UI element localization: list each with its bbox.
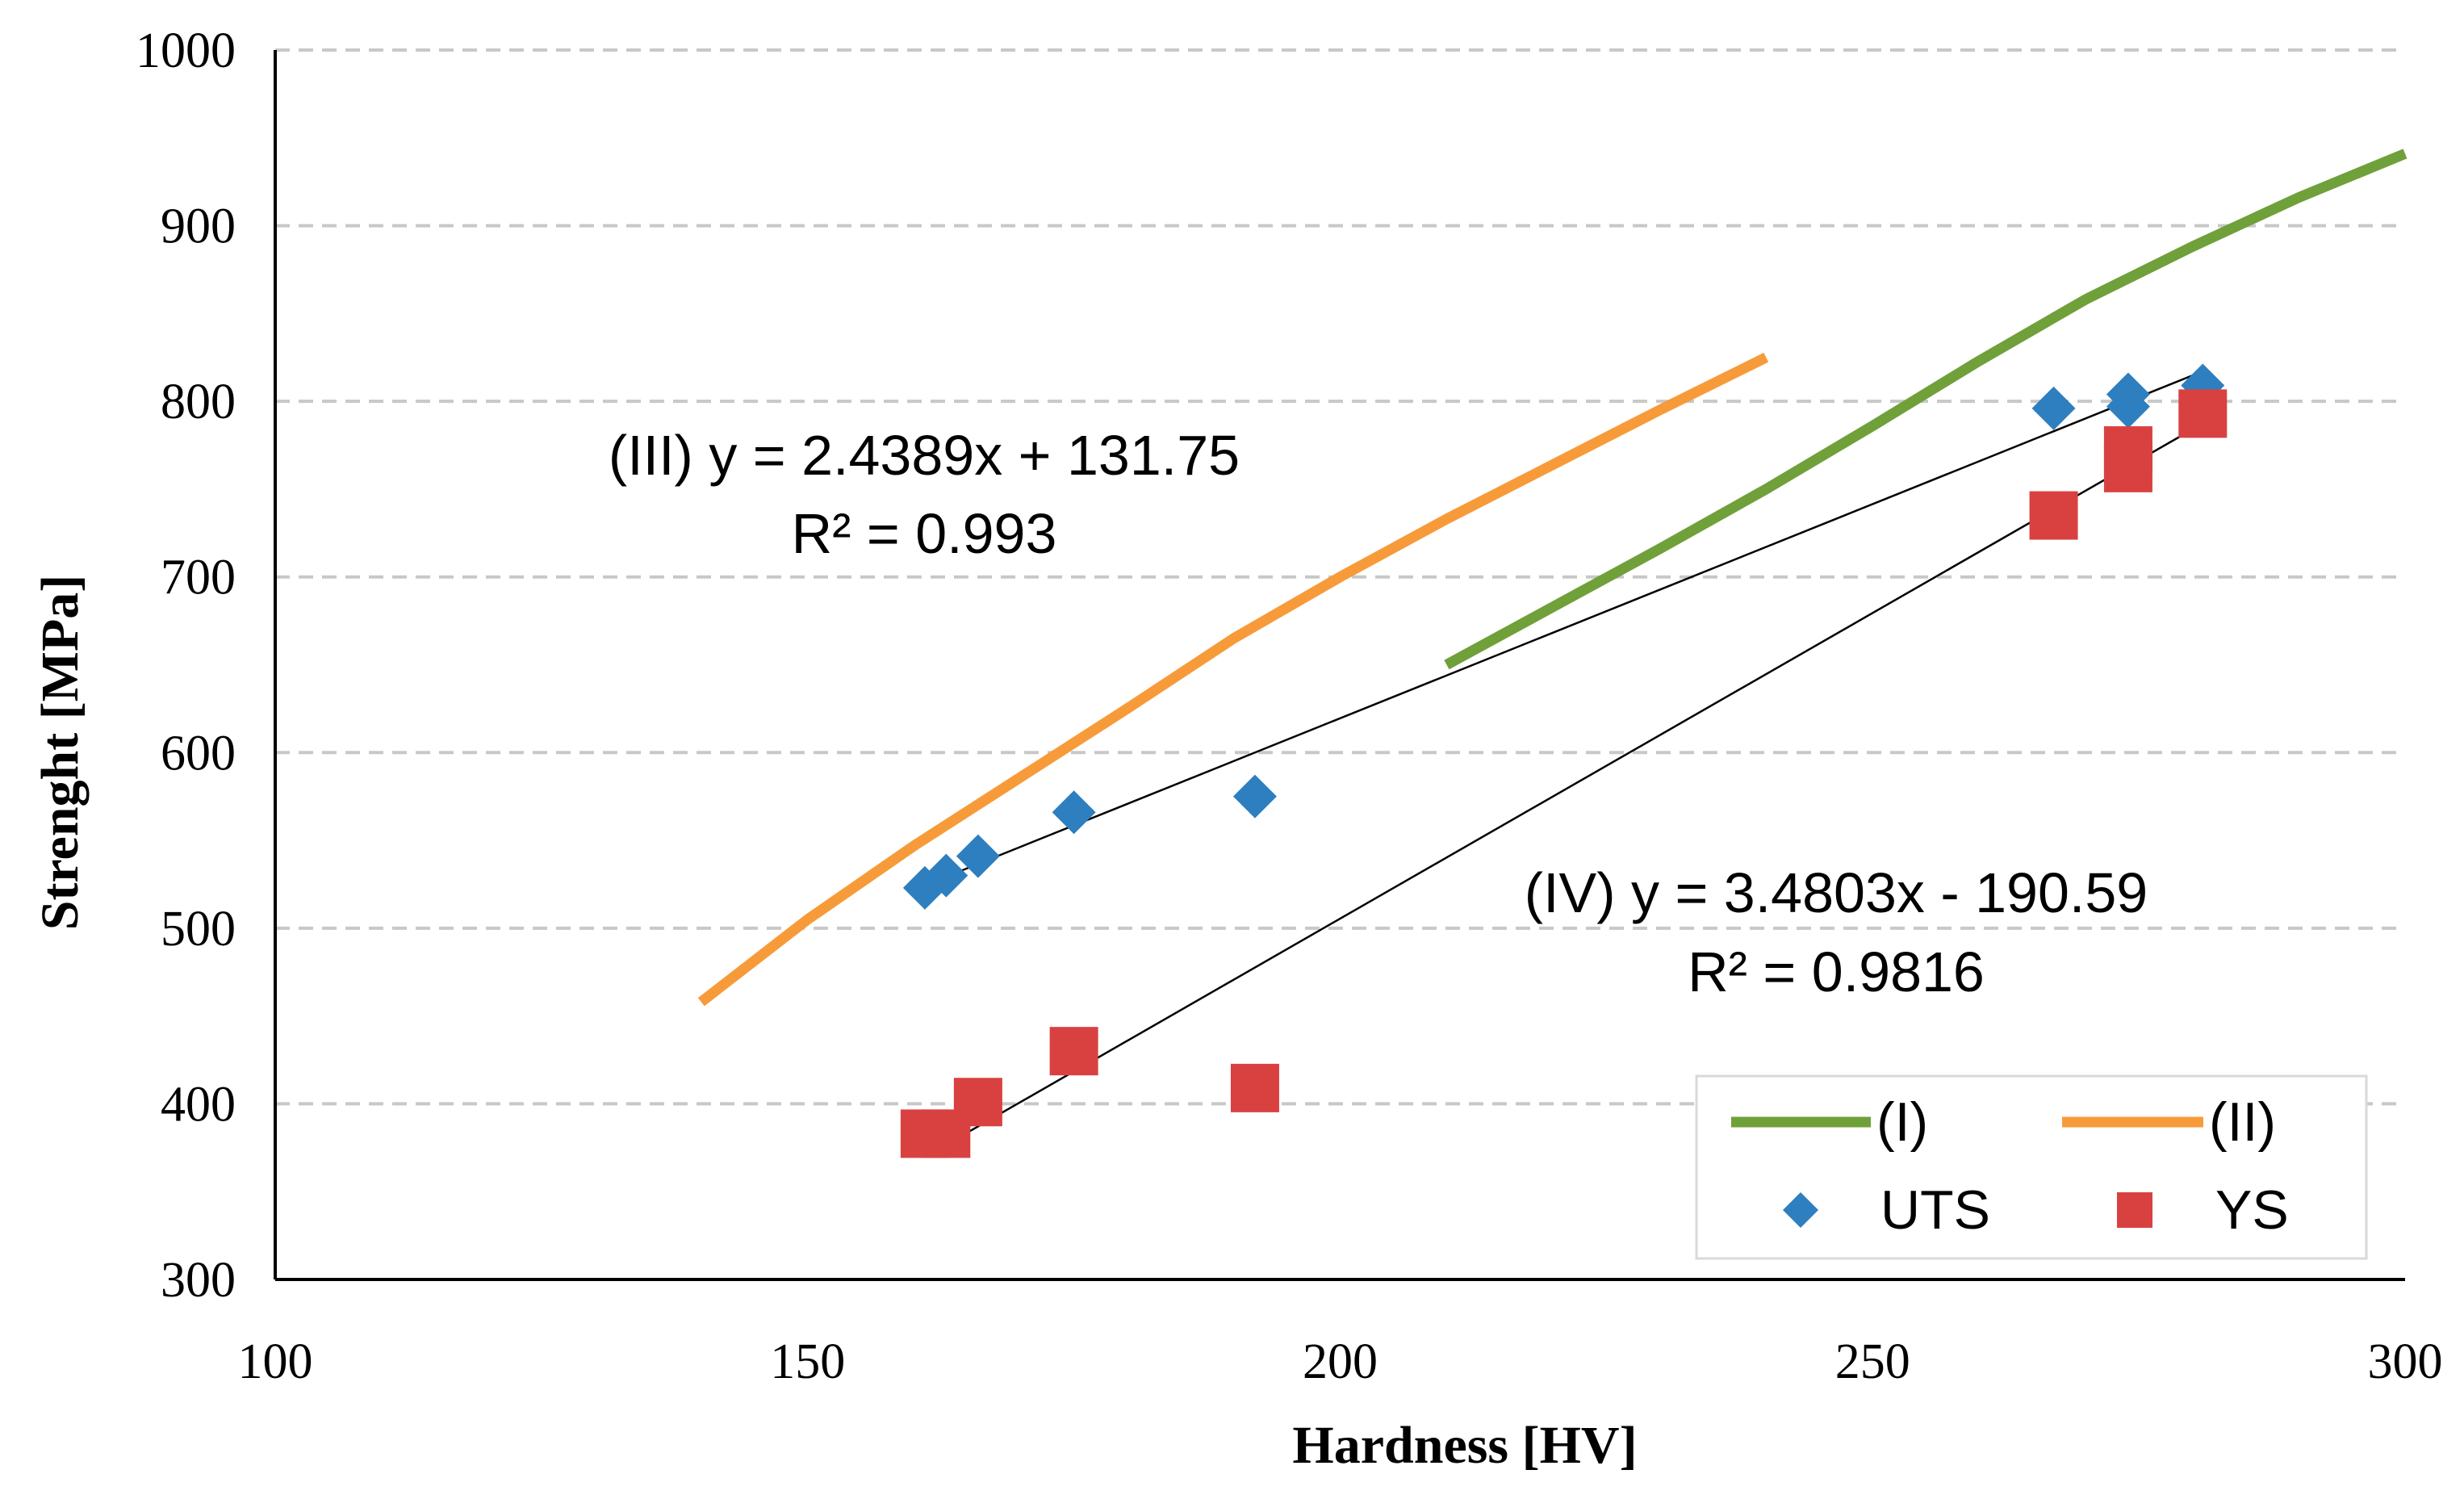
uts-point: [924, 853, 968, 898]
y-tick-label-400: 400: [161, 1077, 236, 1132]
x-tick-label-300: 300: [2368, 1334, 2443, 1389]
legend-label-i: (I): [1876, 1091, 1928, 1153]
curves: [697, 149, 2408, 1007]
legend-label-ys: YS: [2215, 1179, 2289, 1241]
legend-label-uts: UTS: [1880, 1179, 1990, 1241]
data-markers: [900, 363, 2228, 1158]
annotation-iii: (III) y = 2.4389x + 131.75 R² = 0.993: [609, 424, 1240, 565]
y-tick-label-500: 500: [161, 902, 236, 957]
x-tick-label-250: 250: [1835, 1334, 1910, 1389]
y-tick-label-800: 800: [161, 375, 236, 429]
uts-point: [2106, 384, 2150, 429]
ys-point: [953, 1078, 1002, 1127]
legend-label-ii: (II): [2209, 1091, 2276, 1153]
annotation-iii-equation: (III) y = 2.4389x + 131.75: [609, 424, 1240, 487]
ys-point: [2029, 491, 2078, 540]
y-axis-title: Strenght [MPa]: [31, 575, 90, 931]
y-tick-label-300: 300: [161, 1253, 236, 1308]
x-tick-label-200: 200: [1303, 1334, 1378, 1389]
trendlines: [924, 370, 2203, 1158]
tick-labels: 300 400 500 600 700 800 900 1000 100 150 200 250 300: [136, 23, 2443, 1389]
trendline-iii: [924, 370, 2203, 886]
ys-point: [1049, 1027, 1098, 1076]
x-tick-label-150: 150: [770, 1334, 845, 1389]
axes: [274, 50, 2405, 1281]
legend-box: [1695, 1074, 2368, 1260]
trendline-iv: [924, 422, 2203, 1158]
y-tick-label-900: 900: [161, 199, 236, 254]
legend: (I) (II) UTS YS: [1695, 1074, 2368, 1260]
ys-point: [1230, 1063, 1279, 1112]
x-tick-label-100: 100: [238, 1334, 313, 1389]
ys-point: [2103, 426, 2152, 475]
ys-point: [2178, 389, 2228, 438]
y-tick-label-600: 600: [161, 726, 236, 781]
curve-ii-line: [697, 352, 1769, 1007]
uts-point: [1232, 774, 1277, 819]
annotation-iv-equation: (IV) y = 3.4803x - 190.59: [1525, 861, 2148, 924]
uts-point: [1052, 790, 1096, 835]
curve-i-line: [1444, 149, 2408, 670]
annotation-iii-r2: R² = 0.993: [792, 502, 1057, 565]
annotation-iv-r2: R² = 0.9816: [1688, 940, 1985, 1003]
x-axis-title: Hardness [HV]: [1292, 1416, 1637, 1475]
uts-point: [2031, 386, 2076, 430]
y-tick-label-1000: 1000: [136, 23, 236, 78]
legend-swatch-uts: [1783, 1192, 1818, 1228]
legend-swatch-ys: [2117, 1192, 2152, 1228]
annotation-iv: (IV) y = 3.4803x - 190.59 R² = 0.9816: [1525, 861, 2148, 1003]
y-tick-label-700: 700: [161, 551, 236, 605]
uts-point: [956, 834, 1000, 878]
